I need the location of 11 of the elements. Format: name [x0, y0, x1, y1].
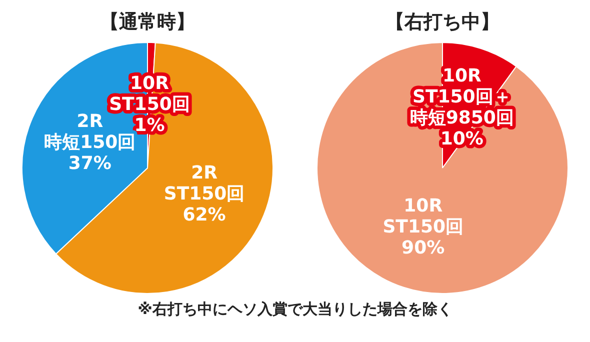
chart-title: 【通常時】: [99, 10, 196, 35]
data-label: 1%: [134, 114, 165, 136]
data-label: 37%: [68, 152, 112, 174]
slice-label: 10R ST150回: [382, 195, 464, 238]
slice-label: 2R 時短150回: [44, 110, 136, 153]
data-label: 62%: [182, 204, 226, 226]
slice-label: 2R ST150回: [164, 162, 245, 204]
data-label: 10%: [440, 128, 484, 150]
chart-title: 【右打ち中】: [384, 10, 500, 35]
data-label: 90%: [402, 237, 445, 258]
text: ※右打ち中にヘソ入賞で大当りした場合を除く: [136, 300, 454, 319]
